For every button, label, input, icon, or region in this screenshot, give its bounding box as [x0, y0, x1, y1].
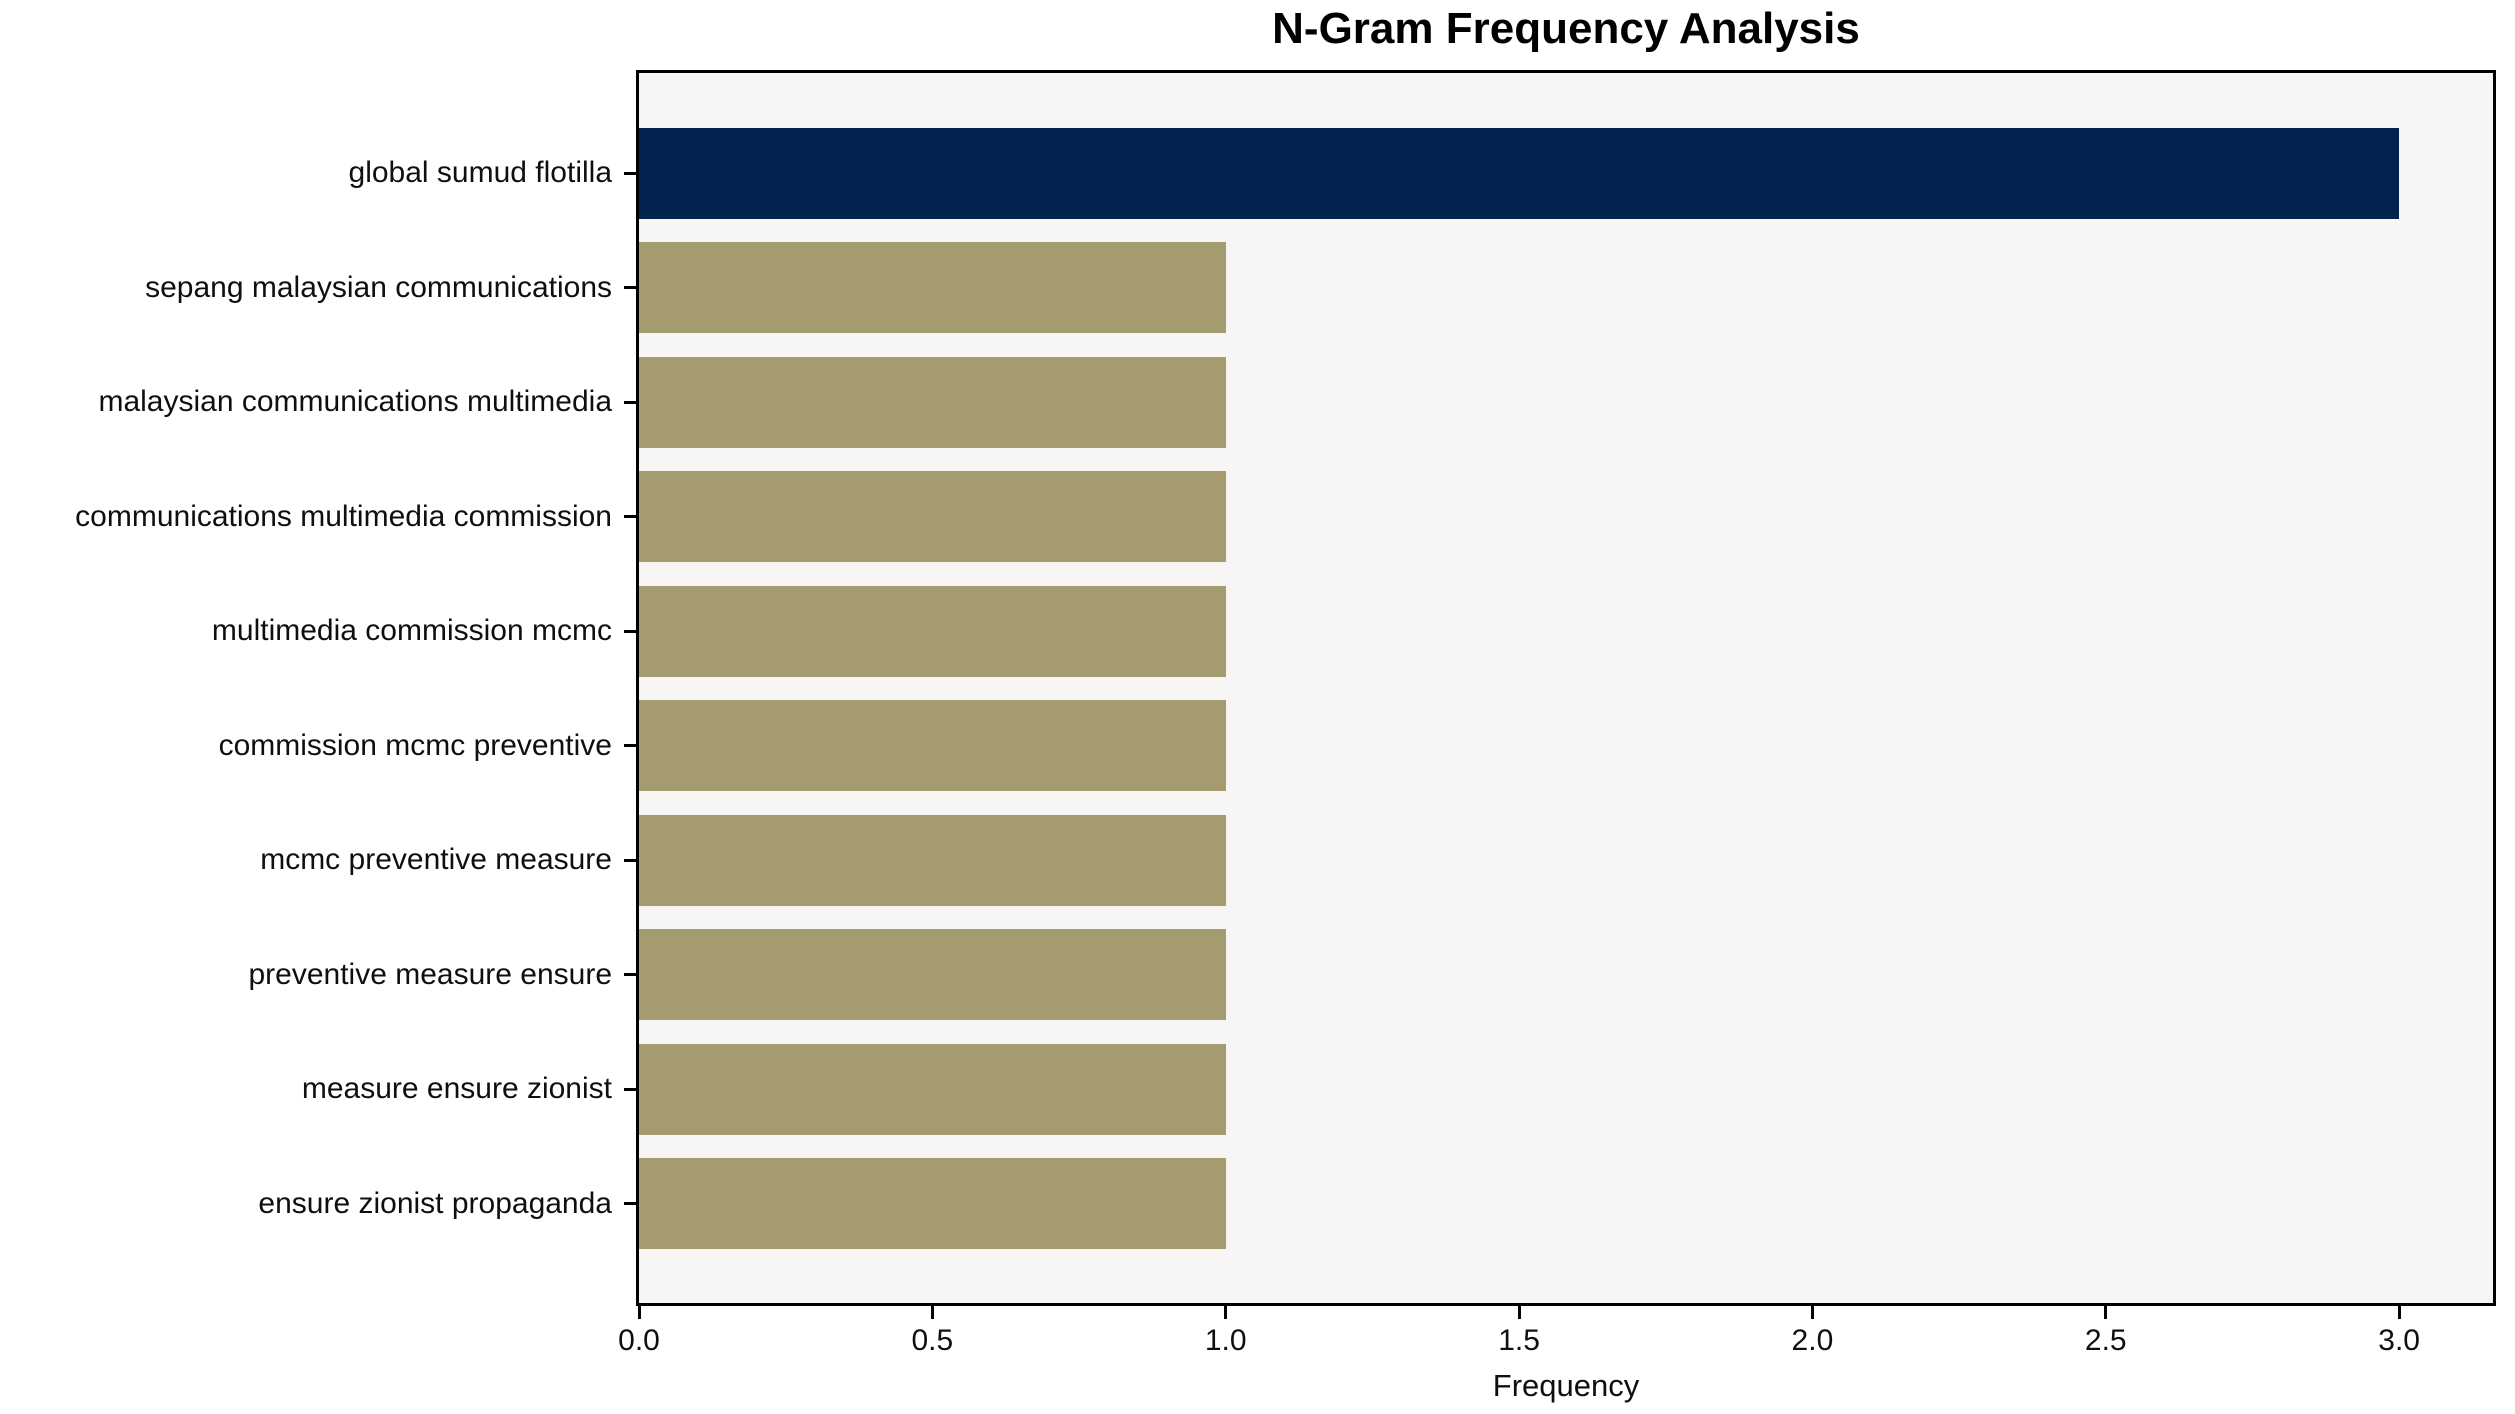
x-tick-label: 3.0: [2378, 1324, 2420, 1357]
y-tick-mark: [624, 171, 636, 175]
x-tick-mark: [1517, 1306, 1521, 1319]
x-tick-mark: [2397, 1306, 2401, 1319]
y-tick-mark: [624, 629, 636, 633]
x-tick-mark: [930, 1306, 934, 1319]
x-tick-label: 2.5: [2084, 1324, 2127, 1357]
x-tick-mark: [2104, 1306, 2108, 1319]
bar: [639, 929, 1226, 1020]
y-tick-mark: [624, 286, 636, 289]
x-tick-mark: [637, 1306, 641, 1319]
y-tick-mark: [624, 515, 636, 518]
y-axis-label: ensure zionist propaganda: [258, 1186, 612, 1220]
bar: [639, 242, 1226, 333]
y-axis-label: global sumud flotilla: [348, 156, 612, 189]
y-axis-label: commission mcmc preventive: [218, 728, 612, 762]
y-tick-mark: [624, 744, 636, 747]
bar: [639, 1158, 1226, 1249]
y-axis-label: preventive measure ensure: [248, 957, 612, 991]
y-axis-label: multimedia commission mcmc: [211, 614, 612, 647]
y-tick-mark: [624, 400, 636, 404]
x-tick-label: 1.0: [1204, 1324, 1247, 1357]
y-tick-mark: [624, 973, 636, 976]
y-axis-label: measure ensure zionist: [301, 1072, 612, 1105]
x-tick-label: 0.0: [618, 1324, 660, 1357]
y-axis-label: sepang malaysian communications: [145, 270, 612, 304]
y-axis-label: mcmc preventive measure: [260, 843, 612, 876]
y-tick-mark: [624, 1087, 636, 1091]
x-tick-mark: [1224, 1306, 1228, 1319]
y-tick-mark: [624, 858, 636, 862]
x-tick-mark: [1810, 1306, 1814, 1319]
bar: [639, 814, 1226, 906]
bar: [639, 471, 1226, 562]
x-tick-label: 1.5: [1498, 1324, 1540, 1357]
x-tick-label: 2.0: [1791, 1324, 1834, 1357]
bar: [639, 700, 1226, 791]
bar: [639, 1043, 1226, 1135]
chart-title: N-Gram Frequency Analysis: [1272, 4, 1860, 53]
bar: [639, 356, 1226, 448]
bar: [639, 127, 2400, 219]
plot-area: [636, 70, 2496, 1306]
y-axis-label: malaysian communications multimedia: [98, 385, 612, 418]
y-axis-label: communications multimedia commission: [75, 499, 612, 533]
x-axis-title: Frequency: [1492, 1368, 1640, 1403]
y-tick-mark: [624, 1202, 636, 1205]
x-tick-label: 0.5: [911, 1324, 954, 1357]
bar: [639, 585, 1226, 677]
